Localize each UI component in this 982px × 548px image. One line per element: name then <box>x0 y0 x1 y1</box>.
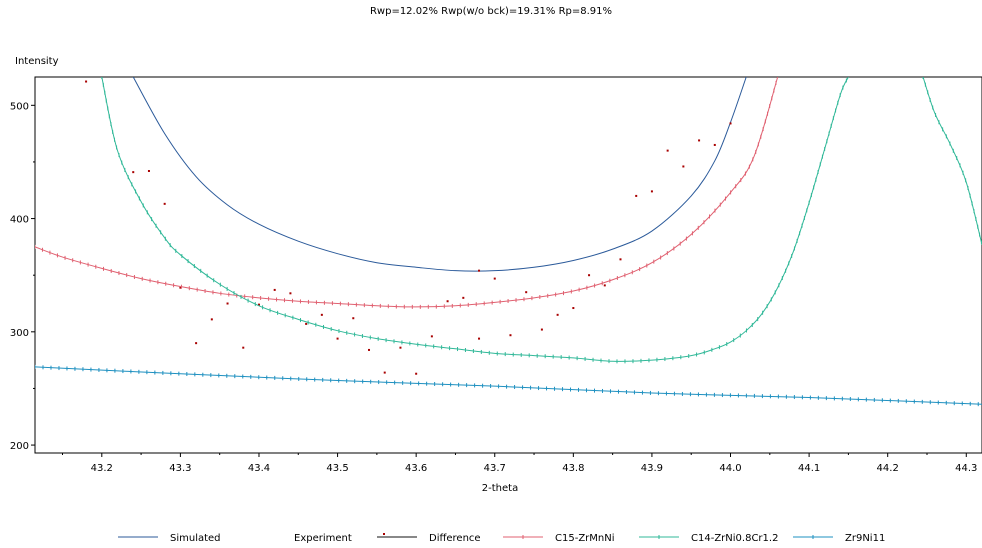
y-tick-label: 200 <box>10 441 29 452</box>
x-tick-label: 44.0 <box>719 463 741 474</box>
legend-swatch-experiment <box>383 533 385 535</box>
data-point-experiment <box>603 284 606 287</box>
x-tick-label: 44.3 <box>955 463 977 474</box>
data-point-experiment <box>368 348 371 351</box>
data-point-experiment <box>729 122 732 125</box>
x-axis: 43.2 43.3 43.4 43.5 43.6 43.7 43.8 43.9 44.0 44.1… <box>62 453 977 474</box>
data-point-experiment <box>572 307 575 310</box>
x-tick-label: 43.5 <box>326 463 348 474</box>
data-point-experiment <box>289 292 292 295</box>
x-tick-label: 44.1 <box>798 463 820 474</box>
y-tick-label: 300 <box>10 328 29 339</box>
data-point-experiment <box>257 303 260 306</box>
data-point-experiment <box>446 300 449 303</box>
data-point-experiment <box>509 334 512 337</box>
chart-title: Rwp=12.02% Rwp(w/o bck)=19.31% Rp=8.91% <box>370 6 612 17</box>
x-axis-label: 2-theta <box>482 483 518 494</box>
series-line-simulated <box>132 77 747 272</box>
data-point-experiment <box>163 202 166 205</box>
series-line-c15-zrmnni <box>35 77 779 308</box>
data-point-experiment <box>132 171 135 174</box>
legend-label-simulated: Simulated <box>170 533 221 544</box>
x-tick-label: 43.9 <box>641 463 663 474</box>
x-tick-label: 43.6 <box>405 463 427 474</box>
data-point-experiment <box>242 346 245 349</box>
x-tick-label: 44.2 <box>877 463 899 474</box>
data-point-experiment <box>588 274 591 277</box>
legend-label-c14-zrni0-8cr1-2: C14-ZrNi0.8Cr1.2 <box>691 533 778 544</box>
data-point-experiment <box>650 190 653 193</box>
y-axis-label: Intensity <box>15 56 59 67</box>
data-point-experiment <box>273 288 276 291</box>
legend-label-zr9ni11: Zr9Ni11 <box>845 533 885 544</box>
data-point-experiment <box>305 322 308 325</box>
data-point-experiment <box>415 372 418 375</box>
data-point-experiment <box>226 302 229 305</box>
data-point-experiment <box>619 258 622 261</box>
x-tick-label: 43.8 <box>562 463 584 474</box>
plot-series <box>35 77 982 407</box>
y-tick-label: 400 <box>10 215 29 226</box>
data-point-experiment <box>540 328 543 331</box>
data-point-experiment <box>666 149 669 152</box>
data-point-experiment <box>682 165 685 168</box>
legend: Simulated Experiment Difference C15-ZrMnNi C… <box>118 533 885 544</box>
data-point-experiment <box>430 335 433 338</box>
legend-label-difference: Difference <box>429 533 481 544</box>
y-axis: 200 300 400 500 <box>10 101 35 452</box>
data-point-experiment <box>320 313 323 316</box>
x-tick-label: 43.3 <box>169 463 191 474</box>
x-tick-label: 43.7 <box>484 463 506 474</box>
data-point-experiment <box>698 139 701 142</box>
data-point-experiment <box>493 277 496 280</box>
series-line-c14-zrni0-8cr1-2 <box>101 77 849 362</box>
x-tick-label: 43.2 <box>91 463 113 474</box>
data-point-experiment <box>195 342 198 345</box>
data-point-experiment <box>462 296 465 299</box>
data-point-experiment <box>352 317 355 320</box>
data-point-experiment <box>336 337 339 340</box>
data-point-experiment <box>478 269 481 272</box>
data-point-experiment <box>383 371 386 374</box>
data-point-experiment <box>525 291 528 294</box>
data-point-experiment <box>179 286 182 289</box>
data-point-experiment <box>635 194 638 197</box>
y-tick-label: 500 <box>10 101 29 112</box>
data-point-experiment <box>713 143 716 146</box>
legend-label-c15-zrmnni: C15-ZrMnNi <box>555 533 615 544</box>
plot-area <box>34 76 982 454</box>
data-point-experiment <box>210 318 213 321</box>
x-tick-label: 43.4 <box>248 463 270 474</box>
data-point-experiment <box>556 313 559 316</box>
data-point-experiment <box>478 337 481 340</box>
series-line-zr9ni11 <box>35 366 982 405</box>
data-point-experiment <box>399 346 402 349</box>
data-point-experiment <box>85 80 88 83</box>
data-point-experiment <box>147 170 150 172</box>
legend-label-experiment: Experiment <box>294 533 352 544</box>
series-line-c14-zrni0-8cr1-2 <box>922 77 982 245</box>
